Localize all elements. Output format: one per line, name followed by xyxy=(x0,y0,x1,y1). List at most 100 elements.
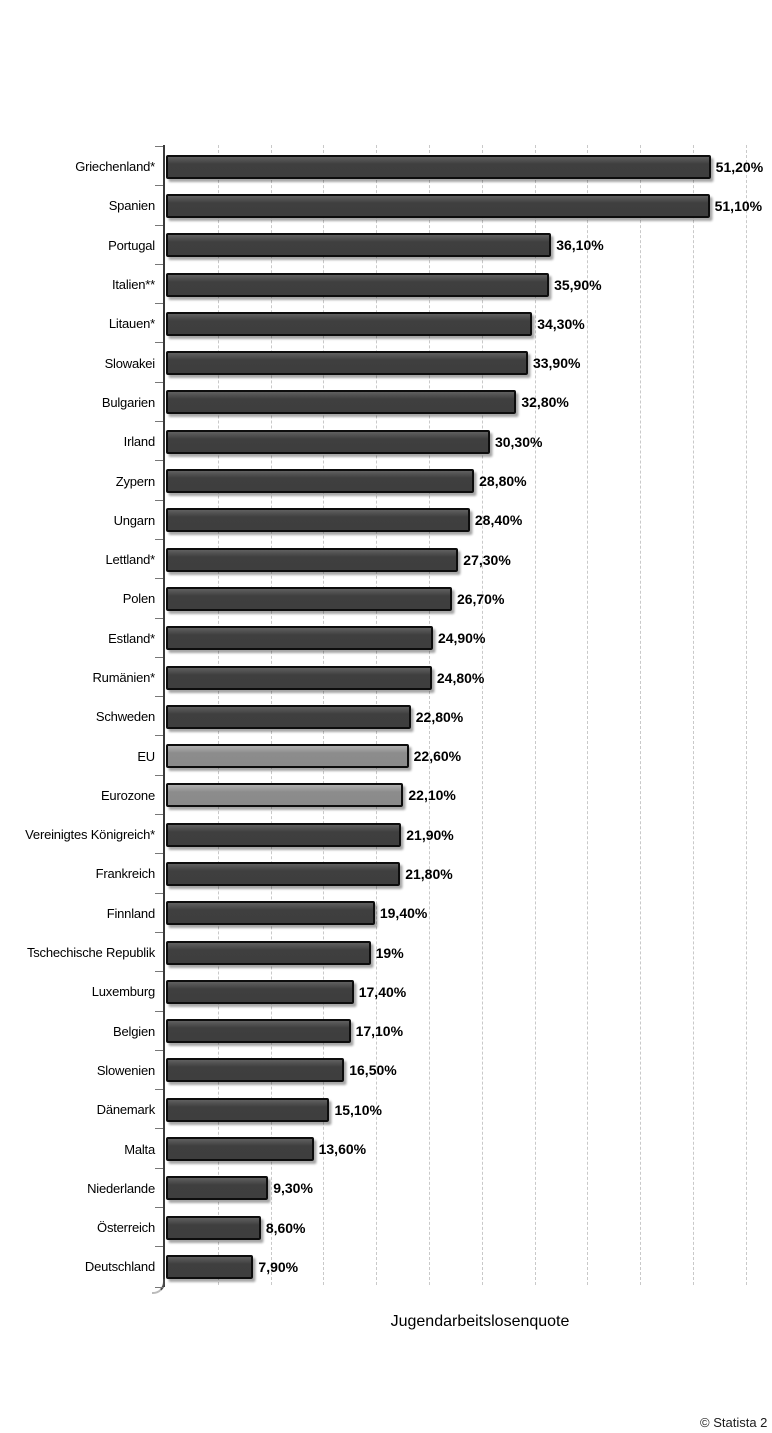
value-label: 33,90% xyxy=(532,355,581,372)
category-label: Zypern xyxy=(115,473,155,489)
value-label: 21,80% xyxy=(405,865,453,882)
bar-row: Bulgarien 32,80% xyxy=(102,381,772,422)
bar-row: Ungarn 28,40% xyxy=(114,499,772,540)
category-label: Eurozone xyxy=(100,787,155,803)
value-label: 17,40% xyxy=(358,983,407,1000)
category-label: Bulgarien xyxy=(101,394,155,410)
bar-row: Zypern 28,80% xyxy=(116,460,772,500)
bar xyxy=(166,822,402,847)
bar xyxy=(166,311,533,336)
bar-row: EU 22,60% xyxy=(137,735,772,775)
value-label: 32,80% xyxy=(521,394,569,411)
bar xyxy=(166,272,550,297)
gridline xyxy=(534,145,536,1285)
value-label: 27,30% xyxy=(463,551,511,568)
bar xyxy=(166,1137,314,1162)
value-label: 22,80% xyxy=(415,708,464,725)
bar xyxy=(166,1215,261,1240)
bar xyxy=(166,351,528,376)
plot-area: Griechenland* 51,20% Spanien 51,10% Port… xyxy=(25,145,772,1294)
value-label: 9,30% xyxy=(273,1180,313,1197)
bar-row: Dänemark 15,10% xyxy=(97,1089,772,1129)
value-label: 26,70% xyxy=(456,590,505,607)
bar-rows: Griechenland* 51,20% Spanien 51,10% Port… xyxy=(25,145,772,1288)
bar xyxy=(166,233,552,258)
category-label: Dänemark xyxy=(96,1102,156,1118)
bar xyxy=(166,901,375,926)
bar xyxy=(166,1097,330,1122)
gridline xyxy=(429,145,430,1285)
value-label: 34,30% xyxy=(537,315,585,332)
category-label: Irland xyxy=(123,434,156,450)
bar-row: Estland* 24,90% xyxy=(108,617,772,658)
bar xyxy=(166,861,401,886)
category-label: Deutschland xyxy=(84,1259,155,1275)
gridline xyxy=(640,145,642,1285)
gridline xyxy=(481,145,483,1285)
category-label: Malta xyxy=(124,1141,155,1157)
x-axis-title: Jugendarbeitslosenquote xyxy=(390,1313,570,1330)
category-label: Rumänien* xyxy=(92,670,155,685)
value-label: 13,60% xyxy=(318,1141,367,1158)
value-label: 28,80% xyxy=(479,473,527,490)
bar xyxy=(166,1254,254,1279)
category-label: Estland* xyxy=(108,630,155,646)
value-label: 19% xyxy=(375,944,404,961)
bar-row: Polen 26,70% xyxy=(123,578,772,618)
value-label: 35,90% xyxy=(554,276,602,293)
value-label: 7,90% xyxy=(258,1258,299,1275)
bar-row: Slowakei 33,90% xyxy=(105,342,772,382)
value-label: 22,60% xyxy=(413,748,462,765)
category-label: Luxemburg xyxy=(91,984,155,1000)
bar xyxy=(166,704,411,729)
category-label: Lettland* xyxy=(105,552,155,568)
bar-row: Spanien 51,10% xyxy=(109,185,772,225)
bar-row: Slowenien 16,50% xyxy=(97,1049,772,1090)
category-label: Slowakei xyxy=(104,355,156,371)
value-label: 24,80% xyxy=(436,669,485,686)
statista-credit: © Statista 2 xyxy=(700,1415,768,1430)
bar-row: Österreich 8,60% xyxy=(97,1207,772,1247)
bar xyxy=(166,744,409,769)
value-label: 22,10% xyxy=(408,787,456,804)
bar-row: Tschechische Republik 19% xyxy=(27,931,772,972)
gridline xyxy=(693,145,694,1285)
category-label: Spanien xyxy=(108,198,156,214)
bar xyxy=(166,626,433,651)
bar xyxy=(166,1058,345,1083)
value-label: 19,40% xyxy=(379,905,428,922)
bar-row: Malta 13,60% xyxy=(124,1128,772,1168)
category-label: EU xyxy=(137,748,155,764)
bar-row: Italien** 35,90% xyxy=(112,263,772,304)
bar-row: Litauen* 34,30% xyxy=(109,303,772,343)
bar xyxy=(166,665,432,690)
category-label: Belgien xyxy=(113,1023,155,1039)
bar xyxy=(166,547,459,572)
category-label: Finnland xyxy=(106,905,155,921)
value-label: 51,20% xyxy=(715,158,764,175)
bar xyxy=(166,508,470,533)
bar xyxy=(166,1019,351,1044)
bar-row: Vereinigtes Königreich* 21,90% xyxy=(25,814,772,854)
bar-row: Rumänien* 24,80% xyxy=(92,656,772,697)
bar-row: Irland 30,30% xyxy=(124,421,772,461)
bar xyxy=(166,586,452,611)
bar-row: Schweden 22,80% xyxy=(96,696,772,736)
bar xyxy=(166,193,710,218)
bar-row: Eurozone 22,10% xyxy=(101,774,772,815)
bar-row: Niederlande 9,30% xyxy=(87,1167,772,1208)
value-label: 51,10% xyxy=(714,197,763,214)
bar xyxy=(166,979,354,1004)
category-label: Tschechische Republik xyxy=(26,945,155,961)
category-label: Vereinigtes Königreich* xyxy=(25,827,155,843)
bar xyxy=(166,390,517,415)
category-label: Frankreich xyxy=(95,866,156,882)
gridline xyxy=(745,145,747,1285)
bar xyxy=(166,154,711,179)
bar xyxy=(166,469,475,494)
bar-row: Lettland* 27,30% xyxy=(105,538,772,579)
bar xyxy=(166,429,490,454)
category-label: Griechenland* xyxy=(75,159,155,175)
gridline xyxy=(587,145,589,1285)
